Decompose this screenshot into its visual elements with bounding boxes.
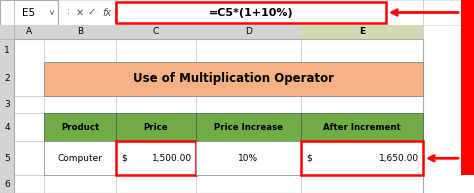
Bar xyxy=(44,113,116,141)
Text: :: : xyxy=(67,7,69,16)
Text: $: $ xyxy=(121,154,127,163)
Bar xyxy=(116,141,196,175)
Text: 10%: 10% xyxy=(238,154,258,163)
Text: D: D xyxy=(245,27,252,36)
Text: Product: Product xyxy=(61,123,99,132)
Text: A: A xyxy=(26,27,32,36)
Bar xyxy=(196,113,301,141)
Bar xyxy=(0,0,58,25)
Bar xyxy=(196,141,301,175)
Text: 4: 4 xyxy=(4,123,10,132)
Text: fx: fx xyxy=(102,8,111,18)
Text: $: $ xyxy=(306,154,312,163)
Bar xyxy=(44,141,116,175)
Bar xyxy=(116,2,386,23)
Text: Price: Price xyxy=(144,123,168,132)
Text: ✓: ✓ xyxy=(88,8,96,18)
Text: B: B xyxy=(77,27,83,36)
Text: 5: 5 xyxy=(4,154,10,163)
Text: E5: E5 xyxy=(22,8,36,18)
Text: Price Increase: Price Increase xyxy=(214,123,283,132)
Text: 6: 6 xyxy=(4,180,10,189)
Text: After Increment: After Increment xyxy=(323,123,401,132)
Bar xyxy=(14,39,423,193)
Text: 3: 3 xyxy=(4,100,10,109)
Bar xyxy=(116,113,196,141)
Bar xyxy=(301,113,423,141)
Text: ∨: ∨ xyxy=(49,8,55,17)
Text: C: C xyxy=(153,27,159,36)
Text: 1,500.00: 1,500.00 xyxy=(152,154,192,163)
Text: 1,650.00: 1,650.00 xyxy=(379,154,419,163)
Text: E: E xyxy=(359,27,365,36)
Bar xyxy=(461,0,474,175)
Bar xyxy=(301,141,423,175)
Bar xyxy=(301,25,423,39)
Bar xyxy=(0,39,14,193)
Bar xyxy=(0,0,474,25)
Text: Computer: Computer xyxy=(57,154,102,163)
Bar xyxy=(44,62,423,96)
Bar xyxy=(0,25,423,39)
Bar xyxy=(0,39,423,193)
Text: 2: 2 xyxy=(4,74,10,83)
Text: ✕: ✕ xyxy=(76,8,84,18)
Text: Use of Multiplication Operator: Use of Multiplication Operator xyxy=(133,72,334,85)
Text: =C5*(1+10%): =C5*(1+10%) xyxy=(209,8,293,18)
Text: 1: 1 xyxy=(4,46,10,55)
